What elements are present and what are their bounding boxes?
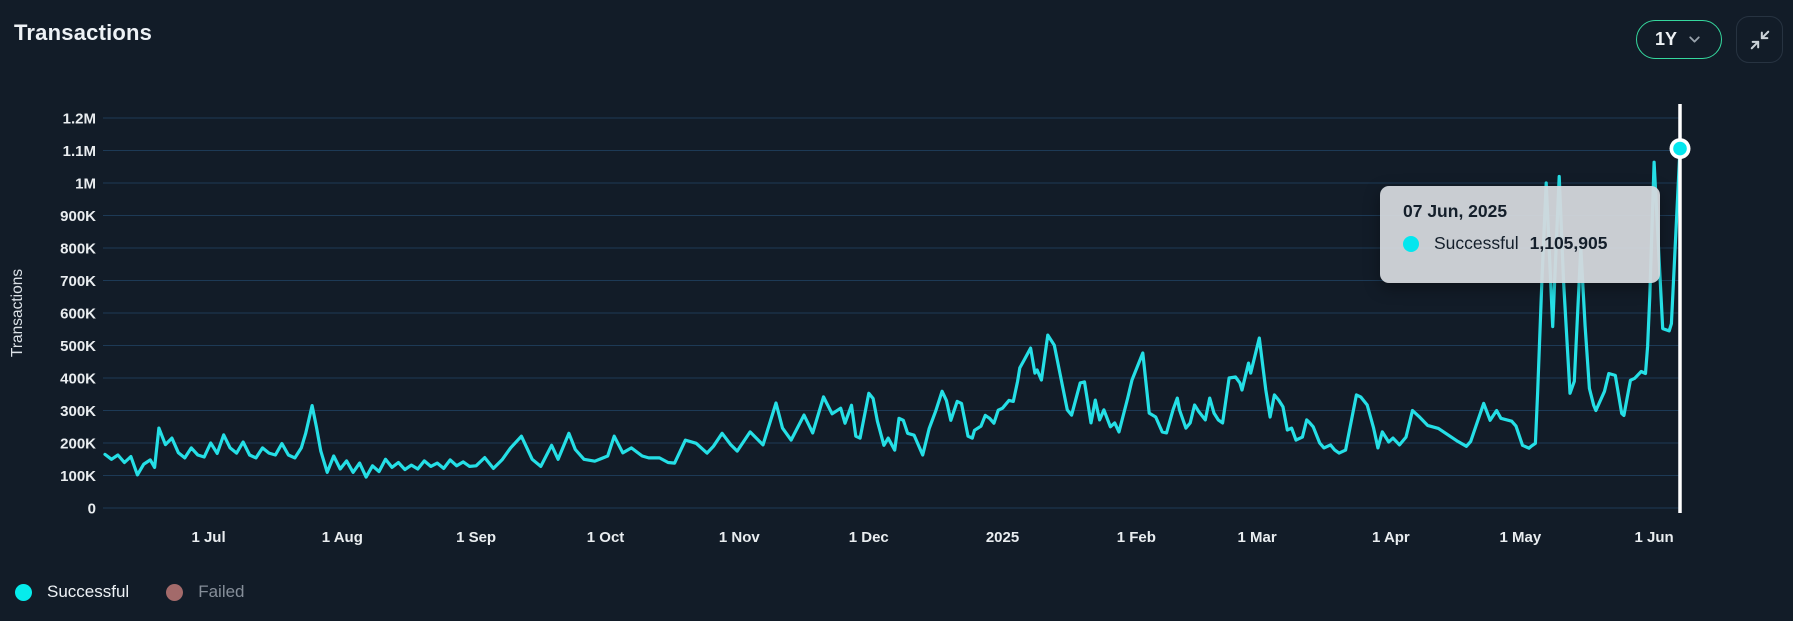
page-title: Transactions [14,20,153,45]
y-tick-label: 800K [60,241,96,258]
tooltip-series-row: Successful 1,105,905 [1403,233,1660,254]
y-tick-label: 600K [60,306,96,323]
gridlines [103,117,1680,509]
series-line-successful [103,147,1682,479]
y-tick-label: 900K [60,208,96,225]
y-tick-label: 100K [60,468,96,485]
chevron-down-icon [1689,36,1700,43]
tooltip-series-dot-icon [1403,235,1419,252]
y-tick-label: 500K [60,338,96,355]
x-tick-label: 1 Jun [1635,529,1674,546]
x-tick-label: 1 May [1499,529,1541,546]
x-tick-label: 1 Aug [322,529,363,546]
highlight-marker[interactable] [1673,141,1687,156]
x-tick-label: 1 Nov [719,529,761,546]
legend-item-successful[interactable]: Successful [15,582,129,602]
y-tick-label: 1M [75,176,96,193]
legend-label-successful: Successful [47,582,130,601]
tooltip-date: 07 Jun, 2025 [1403,201,1508,221]
x-tick-label: 1 Oct [587,529,625,546]
failed-dot-icon [166,583,184,601]
collapse-button[interactable] [1736,16,1783,63]
x-tick-label: 2025 [986,529,1019,546]
y-tick-label: 200K [60,436,96,453]
tooltip-series-label: Successful [1434,233,1519,253]
header-controls: 1Y [1636,16,1783,63]
x-tick-label: 1 Mar [1238,529,1277,546]
x-tick-label: 1 Feb [1117,529,1156,546]
legend-item-failed[interactable]: Failed [166,582,245,602]
y-axis-title: Transactions [9,269,26,357]
tooltip-value: 1,105,905 [1529,233,1608,253]
y-axis-labels: 0 100K 200K 300K 400K 500K 600K 700K 800K 900K 1M 1… [60,111,96,518]
x-axis-labels: 1 Jul 1 Aug 1 Sep 1 Oct 1 Nov 1 Dec 2025 1 Feb 1… [191,529,1673,546]
legend-label-failed: Failed [198,582,245,601]
time-range-selector[interactable]: 1Y [1636,20,1722,59]
y-tick-label: 1.2M [63,111,96,128]
tooltip: 07 Jun, 2025 Successful 1,105,905 [1380,186,1660,283]
y-tick-label: 700K [60,273,96,290]
y-tick-label: 400K [60,371,96,388]
y-tick-label: 1.1M [63,143,96,160]
x-tick-label: 1 Jul [191,529,225,546]
y-tick-label: 300K [60,403,96,420]
time-range-value: 1Y [1654,29,1678,49]
y-tick-label: 0 [88,501,96,518]
x-tick-label: 1 Dec [849,529,889,546]
successful-dot-icon [15,583,32,601]
x-tick-label: 1 Apr [1372,529,1410,546]
collapse-arrows-icon [1750,30,1769,49]
x-tick-label: 1 Sep [456,529,496,546]
legend: Successful Failed [15,582,245,602]
